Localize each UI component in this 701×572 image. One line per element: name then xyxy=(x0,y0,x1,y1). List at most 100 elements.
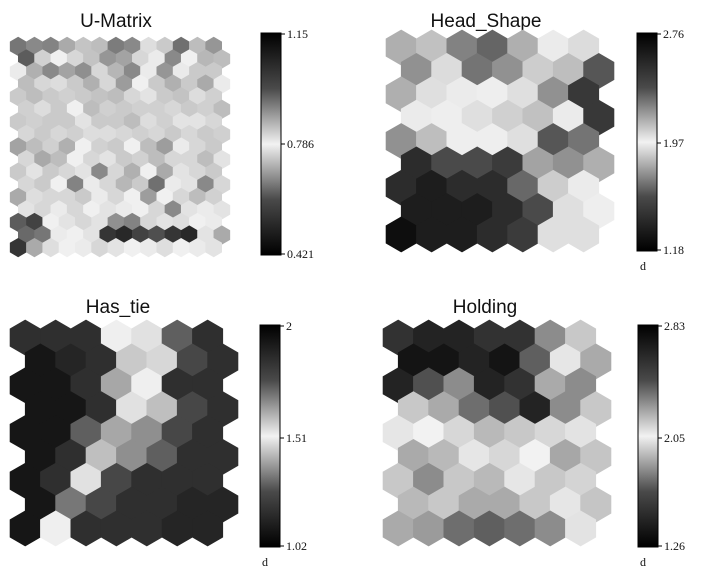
hex-map xyxy=(9,36,231,258)
hex-cell xyxy=(180,74,198,94)
hex-cell xyxy=(66,175,84,195)
hex-cell xyxy=(382,367,414,404)
hex-cell xyxy=(172,187,190,207)
colorbar-tick-max: 1.15 xyxy=(287,27,308,41)
hex-cell xyxy=(428,438,460,475)
hex-cell xyxy=(446,123,478,159)
colorbar-unit: d xyxy=(640,259,646,273)
hex-cell xyxy=(17,175,35,195)
hex-cell xyxy=(461,53,493,89)
hex-cell xyxy=(164,124,182,145)
hex-cell xyxy=(140,36,157,57)
hex-cell xyxy=(42,212,60,233)
hex-cell xyxy=(40,510,72,547)
hex-cell xyxy=(476,169,508,206)
hex-cell xyxy=(189,212,206,233)
hex-cell xyxy=(132,74,149,94)
hex-cell xyxy=(99,49,117,69)
hex-cell xyxy=(519,438,551,475)
hex-cell xyxy=(17,225,35,245)
hex-cell xyxy=(565,462,597,499)
hex-cell xyxy=(100,415,132,451)
hex-cell xyxy=(413,319,445,356)
hex-cell xyxy=(132,49,149,69)
hex-cell xyxy=(66,49,84,69)
panel-has-tie: Has_tie 2 1.51 1.02 d xyxy=(9,297,307,569)
hex-cell xyxy=(100,462,132,499)
hex-cell xyxy=(565,415,597,451)
hex-cell xyxy=(34,49,51,69)
hex-cell xyxy=(428,486,460,523)
hex-cell xyxy=(115,124,133,145)
hex-cell xyxy=(99,200,117,220)
hex-cell xyxy=(17,49,35,69)
hex-cell xyxy=(431,53,463,89)
hex-cell xyxy=(9,87,27,107)
hex-cell xyxy=(34,225,51,245)
hex-cell xyxy=(192,319,224,356)
hex-cell xyxy=(148,99,165,119)
hex-cell xyxy=(83,200,100,220)
hex-cell xyxy=(197,175,214,195)
hex-cell xyxy=(197,124,214,145)
hex-cell xyxy=(146,391,178,428)
hex-cell xyxy=(132,149,149,170)
hex-cell xyxy=(568,216,600,253)
hex-cell xyxy=(189,162,206,182)
hex-cell xyxy=(552,193,584,229)
hex-cell xyxy=(473,319,505,356)
hex-cell xyxy=(583,193,615,229)
panel-title: Has_tie xyxy=(86,297,150,318)
hex-cell xyxy=(164,200,182,220)
hex-cell xyxy=(172,112,190,132)
colorbar-tick-min: 1.26 xyxy=(664,539,685,553)
hex-cell xyxy=(50,225,68,245)
hex-cell xyxy=(26,137,43,157)
hex-cell xyxy=(85,438,117,475)
hex-cell xyxy=(197,49,214,69)
hex-cell xyxy=(132,200,149,220)
hex-cell xyxy=(24,391,56,428)
hex-cell xyxy=(115,49,133,69)
hex-cell xyxy=(172,137,190,157)
hex-cell xyxy=(537,216,569,253)
hex-cell xyxy=(397,486,429,523)
hex-cell xyxy=(580,391,612,428)
hex-cell xyxy=(549,486,581,523)
hex-cell xyxy=(123,237,141,258)
hex-cell xyxy=(115,99,133,119)
hex-cell xyxy=(565,367,597,404)
hex-cell xyxy=(534,510,566,547)
hex-cell xyxy=(24,343,56,380)
hex-cell xyxy=(431,146,463,183)
panel-title: Head_Shape xyxy=(431,11,542,32)
hex-cell xyxy=(161,319,193,356)
hex-cell xyxy=(148,149,165,170)
hex-cell xyxy=(50,99,68,119)
hex-cell xyxy=(192,415,224,451)
hex-cell xyxy=(192,462,224,499)
panel-head-shape: Head_Shape 2.76 1.97 1.18 d xyxy=(385,11,684,273)
hex-cell xyxy=(9,36,27,57)
hex-cell xyxy=(9,367,41,404)
hex-cell xyxy=(172,237,190,258)
hex-cell xyxy=(534,367,566,404)
hex-cell xyxy=(213,225,231,245)
colorbar: 2.83 2.05 1.26 d xyxy=(637,319,685,569)
hex-cell xyxy=(385,76,417,113)
hex-cell xyxy=(34,99,51,119)
hex-cell xyxy=(164,175,182,195)
hex-cell xyxy=(146,486,178,523)
hex-cell xyxy=(534,415,566,451)
hex-cell xyxy=(180,225,198,245)
colorbar-bar xyxy=(636,32,658,252)
hex-cell xyxy=(213,49,231,69)
hex-cell xyxy=(489,391,521,428)
hex-cell xyxy=(34,175,51,195)
hex-cell xyxy=(492,99,524,136)
hex-cell xyxy=(565,319,597,356)
hex-cell xyxy=(580,343,612,380)
hex-cell xyxy=(140,237,157,258)
hex-cell xyxy=(180,200,198,220)
hex-cell xyxy=(75,137,92,157)
